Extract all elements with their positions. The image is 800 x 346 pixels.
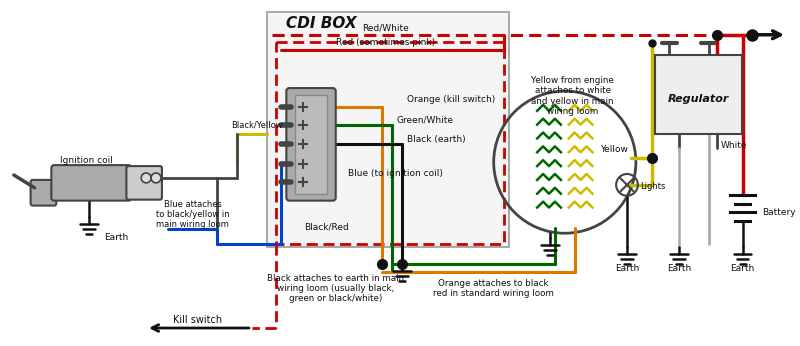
Text: Black/Yellow: Black/Yellow [231, 120, 282, 129]
Text: Black attaches to earth in main
wiring loom (usually black,
green or black/white: Black attaches to earth in main wiring l… [267, 274, 404, 303]
Text: White: White [721, 141, 747, 150]
Text: Regulator: Regulator [667, 94, 729, 104]
FancyBboxPatch shape [30, 180, 56, 206]
Bar [277, 42, 503, 244]
Text: Red/White: Red/White [362, 23, 409, 32]
Text: Blue (to ignition coil): Blue (to ignition coil) [347, 170, 442, 179]
Text: Yellow from engine
attaches to white
and yellow in main
wiring loom: Yellow from engine attaches to white and… [531, 76, 614, 116]
Text: Red (sometimes pink): Red (sometimes pink) [335, 38, 434, 47]
Text: Black/Red: Black/Red [304, 223, 349, 232]
Text: Lights: Lights [640, 182, 666, 191]
Text: CDI BOX: CDI BOX [286, 16, 357, 31]
Text: Earth: Earth [104, 233, 128, 242]
Circle shape [151, 173, 161, 183]
FancyBboxPatch shape [51, 165, 131, 201]
Text: Battery: Battery [762, 208, 796, 217]
FancyBboxPatch shape [286, 88, 336, 201]
Text: Kill switch: Kill switch [173, 315, 222, 325]
Text: Earth: Earth [615, 264, 639, 273]
Text: Ignition coil: Ignition coil [61, 156, 114, 165]
Bar [295, 95, 327, 194]
Bar [266, 12, 509, 247]
FancyBboxPatch shape [126, 166, 162, 200]
Text: Orange attaches to black
red in standard wiring loom: Orange attaches to black red in standard… [434, 279, 554, 298]
Text: Yellow: Yellow [600, 145, 628, 154]
Text: Blue attaches
to black/yellow in
main wiring loom: Blue attaches to black/yellow in main wi… [156, 200, 230, 229]
Text: Earth: Earth [667, 264, 691, 273]
Text: Earth: Earth [730, 264, 754, 273]
Text: Black (earth): Black (earth) [407, 135, 466, 144]
Circle shape [142, 173, 151, 183]
Text: Orange (kill switch): Orange (kill switch) [407, 95, 495, 104]
Text: Green/White: Green/White [397, 115, 454, 124]
Bar [654, 55, 742, 134]
